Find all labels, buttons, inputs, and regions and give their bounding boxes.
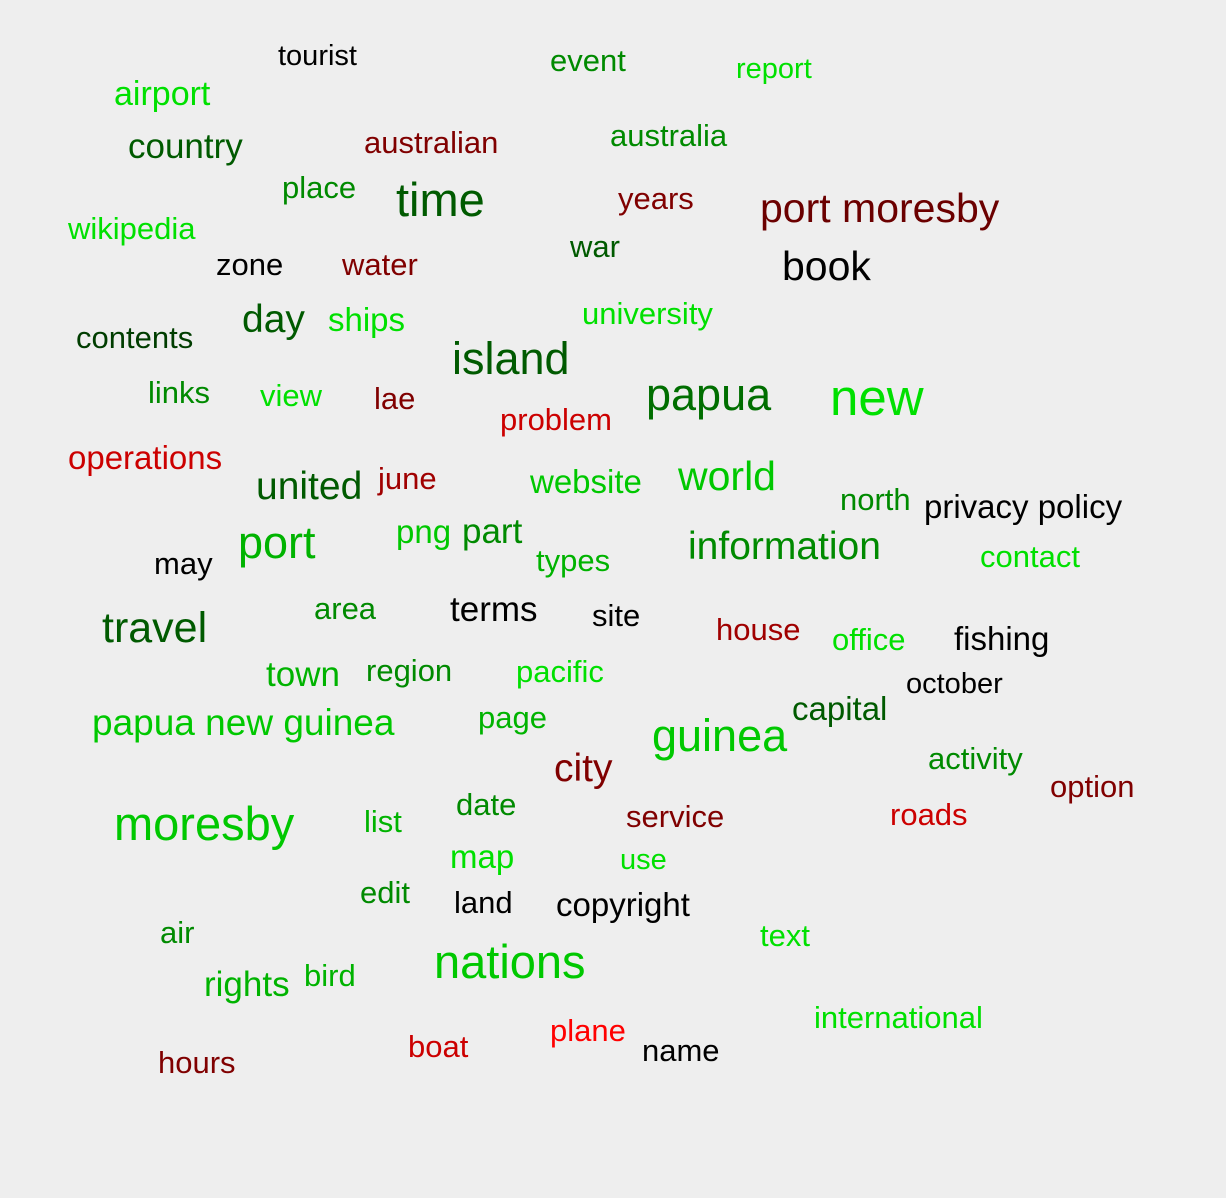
cloud-word-travel: travel [102,604,208,652]
cloud-word-map: map [450,838,515,875]
cloud-word-may: may [154,546,213,581]
cloud-word-edit: edit [360,875,410,910]
cloud-word-papua: papua [646,369,772,420]
cloud-word-lae: lae [374,381,416,416]
cloud-word-operations: operations [68,439,223,476]
cloud-word-problem: problem [500,402,612,437]
cloud-word-land: land [454,885,513,920]
cloud-word-website: website [530,463,642,500]
cloud-word-town: town [266,655,340,694]
cloud-word-port-moresby: port moresby [760,185,1000,231]
cloud-word-world: world [678,453,776,499]
cloud-word-june: june [378,461,437,496]
cloud-word-report: report [736,53,812,85]
cloud-word-tourist: tourist [278,40,357,72]
cloud-word-place: place [282,170,357,205]
cloud-word-country: country [128,127,243,166]
cloud-word-island: island [452,333,570,384]
cloud-word-pacific: pacific [516,654,604,689]
cloud-word-australian: australian [364,125,499,160]
cloud-word-contents: contents [76,320,194,355]
cloud-word-port: port [238,517,316,568]
cloud-word-option: option [1050,769,1135,804]
cloud-word-time: time [396,173,485,226]
cloud-word-information: information [688,525,881,568]
cloud-word-use: use [620,844,667,876]
cloud-word-city: city [554,747,613,790]
cloud-word-new: new [830,369,924,426]
cloud-word-event: event [550,43,626,78]
cloud-word-region: region [366,653,453,688]
cloud-word-part: part [462,512,523,551]
cloud-word-day: day [242,298,305,341]
cloud-word-png: png [396,513,452,550]
cloud-word-privacy-policy: privacy policy [924,488,1123,525]
cloud-word-contact: contact [980,539,1080,574]
cloud-word-guinea: guinea [652,710,788,761]
cloud-word-types: types [536,543,611,578]
cloud-word-water: water [342,247,418,282]
cloud-word-wikipedia: wikipedia [68,211,196,246]
cloud-word-page: page [478,700,547,735]
cloud-word-plane: plane [550,1013,626,1048]
cloud-word-house: house [716,612,801,647]
cloud-word-university: university [582,296,713,331]
cloud-word-boat: boat [408,1029,469,1064]
cloud-word-text: text [760,918,810,953]
cloud-word-book: book [782,243,871,289]
cloud-word-air: air [160,915,195,950]
cloud-word-zone: zone [216,247,284,282]
cloud-word-international: international [814,1000,983,1035]
cloud-word-fishing: fishing [954,620,1050,657]
cloud-word-terms: terms [450,590,538,629]
cloud-word-papua-new-guinea: papua new guinea [92,702,395,743]
cloud-word-view: view [260,378,323,413]
cloud-word-war: war [570,229,620,264]
cloud-word-united: united [256,465,363,508]
cloud-word-name: name [642,1033,720,1068]
cloud-word-list: list [364,804,402,839]
cloud-word-nations: nations [434,935,586,988]
cloud-word-october: october [906,668,1003,700]
cloud-word-links: links [148,375,211,410]
cloud-word-service: service [626,799,725,834]
cloud-word-australia: australia [610,118,728,153]
cloud-word-copyright: copyright [556,886,690,923]
cloud-word-activity: activity [928,741,1023,776]
cloud-word-moresby: moresby [114,797,295,850]
cloud-word-rights: rights [204,965,290,1004]
cloud-word-capital: capital [792,690,888,727]
cloud-word-airport: airport [114,75,211,113]
cloud-word-date: date [456,787,517,822]
cloud-word-ships: ships [328,301,406,338]
cloud-word-north: north [840,482,911,517]
cloud-word-site: site [592,598,641,633]
cloud-word-bird: bird [304,958,356,993]
cloud-word-office: office [832,622,906,657]
cloud-word-roads: roads [890,797,968,832]
cloud-word-area: area [314,591,377,626]
cloud-word-years: years [618,181,694,216]
cloud-word-hours: hours [158,1045,236,1080]
